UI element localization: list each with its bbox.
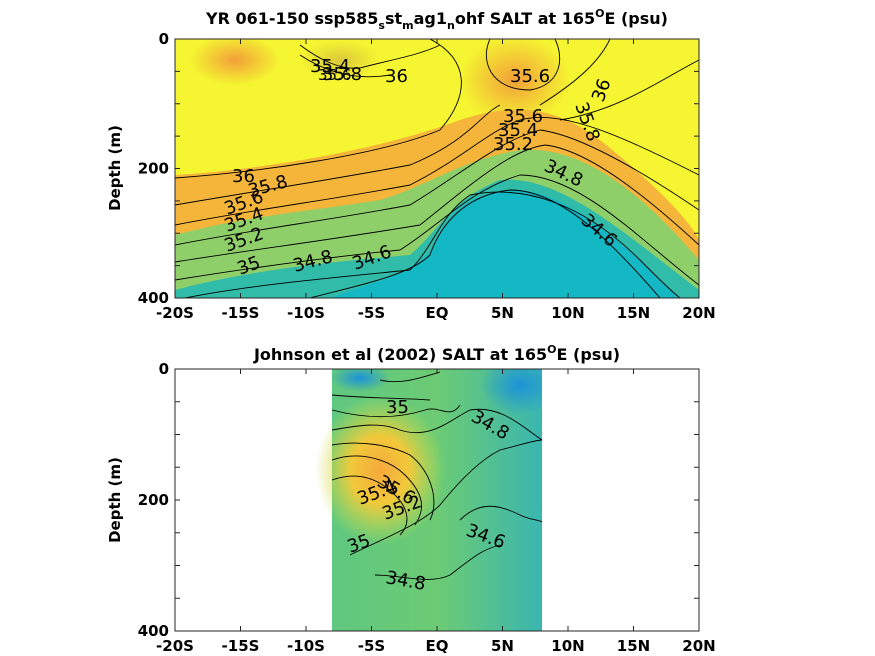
contour-label: 35	[386, 397, 409, 418]
panel2-y-ticks: 0 200 400	[138, 360, 699, 640]
x-tick-label: -5S	[358, 637, 385, 655]
contour-label: 35.4	[498, 120, 538, 141]
contour-label: 36	[385, 66, 408, 87]
contour-label: 35.6	[318, 66, 351, 84]
panel1-x-ticks: -20S -15S -10S -5S EQ 5N 10N 15N 20N	[156, 39, 716, 322]
x-tick-label: -20S	[156, 304, 194, 322]
contour-label: 35.4	[310, 56, 350, 77]
x-tick-label: -15S	[222, 637, 260, 655]
panel1-field	[175, 39, 699, 298]
panel1-y-ticks: 0 200 400	[138, 30, 699, 307]
panel2-x-ticks: -20S -15S -10S -5S EQ 5N 10N 15N 20N	[156, 369, 716, 655]
x-tick-label: EQ	[426, 637, 449, 655]
x-tick-label: -10S	[287, 304, 325, 322]
contour-label: 35.6	[503, 106, 543, 127]
x-tick-label: 15N	[617, 304, 650, 322]
x-tick-label: -10S	[287, 637, 325, 655]
contour-label: 35.2	[493, 134, 533, 155]
panel2-y-axis-label: Depth (m)	[106, 457, 124, 543]
y-tick-label: 0	[159, 360, 169, 378]
y-tick-label: 0	[159, 30, 169, 48]
contour-label: 35.8	[322, 64, 362, 85]
panel1-y-axis-label: Depth (m)	[106, 125, 124, 211]
contour-label: 35.6	[510, 66, 550, 87]
x-tick-label: 10N	[551, 304, 584, 322]
panel1-title: YR 061-150 ssp585sstmag1nohf SALT at 165…	[205, 7, 668, 32]
x-tick-label: 20N	[682, 637, 715, 655]
contour-label: 36	[232, 166, 255, 187]
x-tick-label: 10N	[551, 637, 584, 655]
x-tick-label: EQ	[426, 304, 449, 322]
x-tick-label: -15S	[222, 304, 260, 322]
x-tick-label: -20S	[156, 637, 194, 655]
x-tick-label: 5N	[491, 304, 514, 322]
x-tick-label: 15N	[617, 637, 650, 655]
y-tick-label: 400	[138, 289, 169, 307]
y-tick-label: 200	[138, 491, 169, 509]
x-tick-label: 20N	[682, 304, 715, 322]
panel2-field	[315, 369, 699, 631]
y-tick-label: 400	[138, 622, 169, 640]
panel2-title: Johnson et al (2002) SALT at 165OE (psu)	[253, 343, 620, 364]
y-tick-label: 200	[138, 160, 169, 178]
x-tick-label: 5N	[491, 637, 514, 655]
x-tick-label: -5S	[358, 304, 385, 322]
